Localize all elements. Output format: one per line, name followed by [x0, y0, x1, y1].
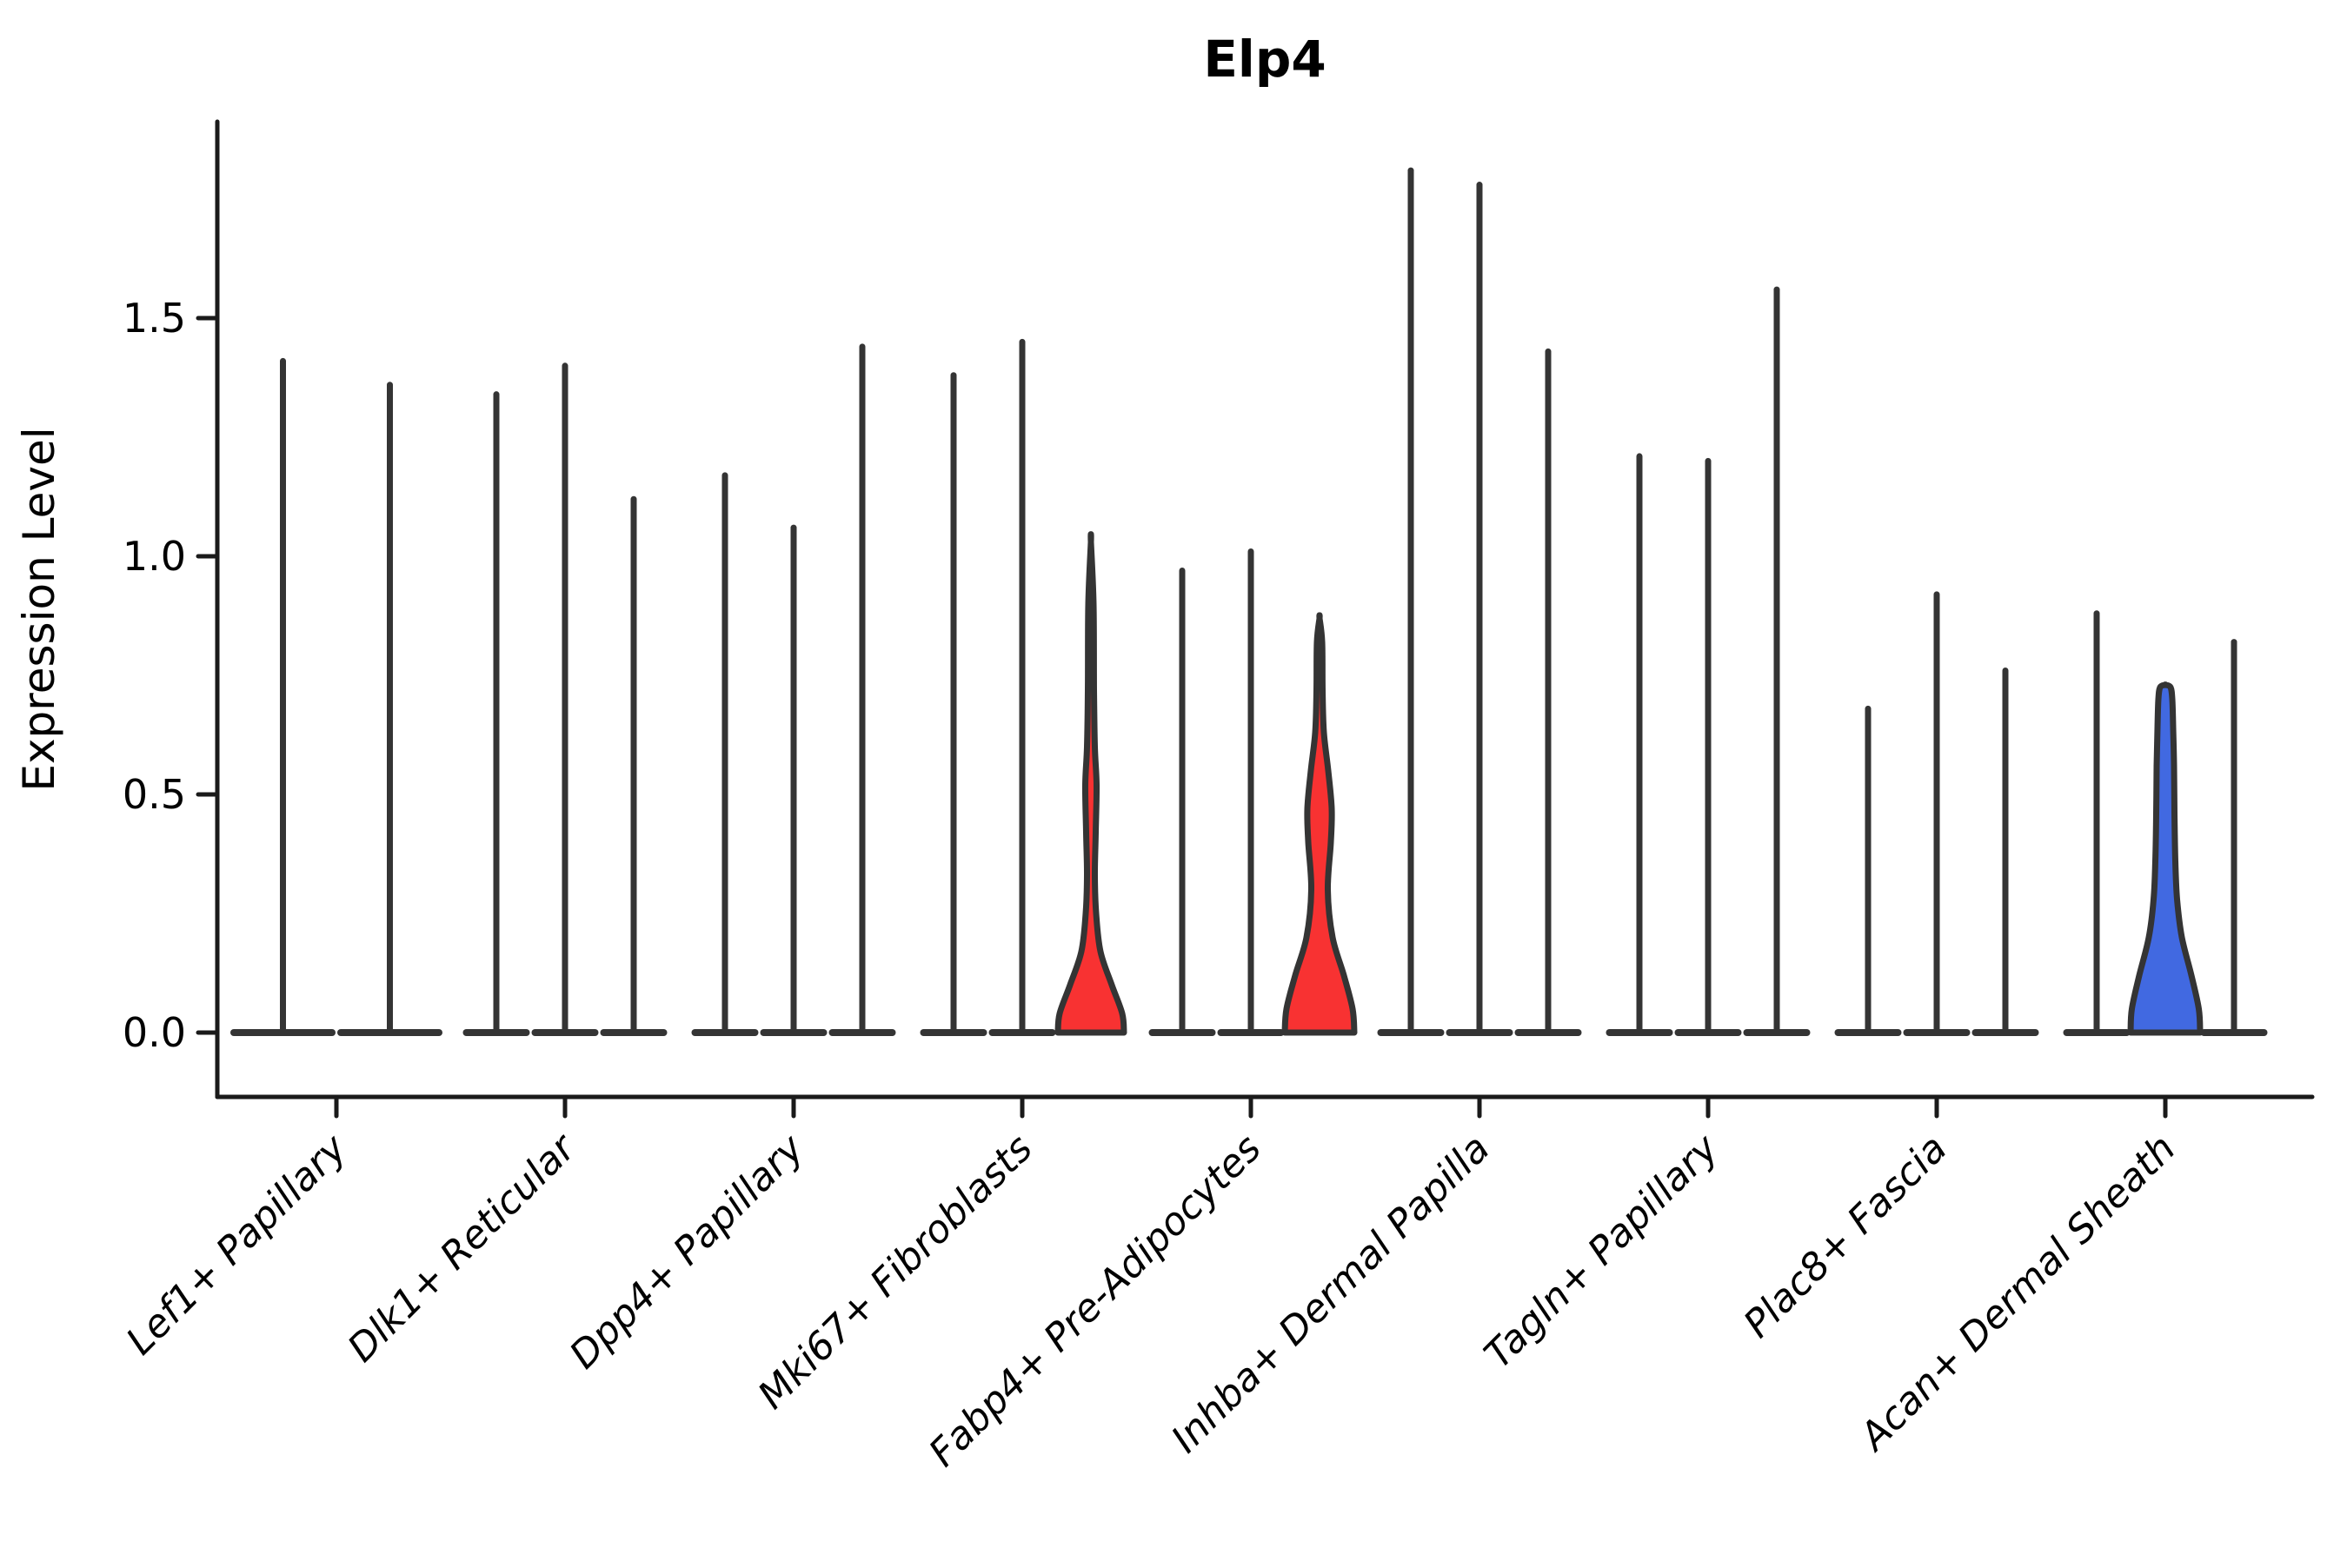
violin-shape — [2127, 681, 2204, 1036]
violin-shape — [1054, 531, 1127, 1036]
x-tick-label: Plac8+ Fascia — [1735, 1126, 1955, 1346]
chart-title: Elp4 — [1203, 30, 1326, 89]
y-tick-label: 0.0 — [123, 1009, 186, 1056]
y-tick-label: 1.5 — [123, 295, 186, 342]
violins — [230, 167, 2268, 1036]
x-tick-label: Dpp4+ Papillary — [562, 1126, 814, 1378]
x-tick-label: Dlk1+ Reticular — [339, 1125, 585, 1371]
x-tick-label: Tagln+ Papillary — [1476, 1126, 1727, 1377]
y-tick-label: 0.5 — [123, 771, 186, 818]
x-tick-label: Lef1+ Papillary — [118, 1126, 356, 1364]
y-tick-label: 1.0 — [123, 533, 186, 580]
y-axis-label: Expression Level — [14, 427, 64, 791]
violin-shape — [1281, 612, 1358, 1036]
